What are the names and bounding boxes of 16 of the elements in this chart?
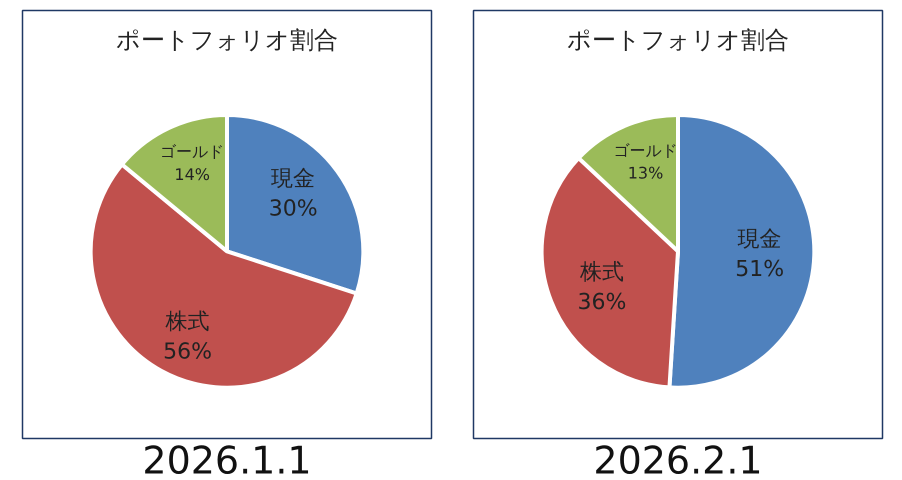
data-label: 36% bbox=[577, 290, 626, 315]
slice-label: ゴールド bbox=[614, 140, 678, 160]
slice-label: 現金 bbox=[738, 226, 782, 252]
data-label: 14% bbox=[174, 164, 210, 184]
slice-label: 現金 bbox=[271, 166, 316, 192]
text: 2026.2.1 bbox=[593, 438, 763, 480]
data-label: 56% bbox=[163, 339, 212, 364]
text: 2026.1.1 bbox=[142, 438, 312, 480]
slice-label: 株式 bbox=[164, 309, 210, 334]
slice-label: 株式 bbox=[578, 260, 624, 285]
slice-label: ゴールド bbox=[160, 142, 224, 162]
data-label: 51% bbox=[735, 256, 784, 282]
data-label: 13% bbox=[628, 164, 664, 183]
chart-title: ポートフォリオ割合 bbox=[116, 26, 338, 54]
data-label: 30% bbox=[268, 196, 318, 222]
chart-title: ポートフォリオ割合 bbox=[567, 26, 789, 54]
